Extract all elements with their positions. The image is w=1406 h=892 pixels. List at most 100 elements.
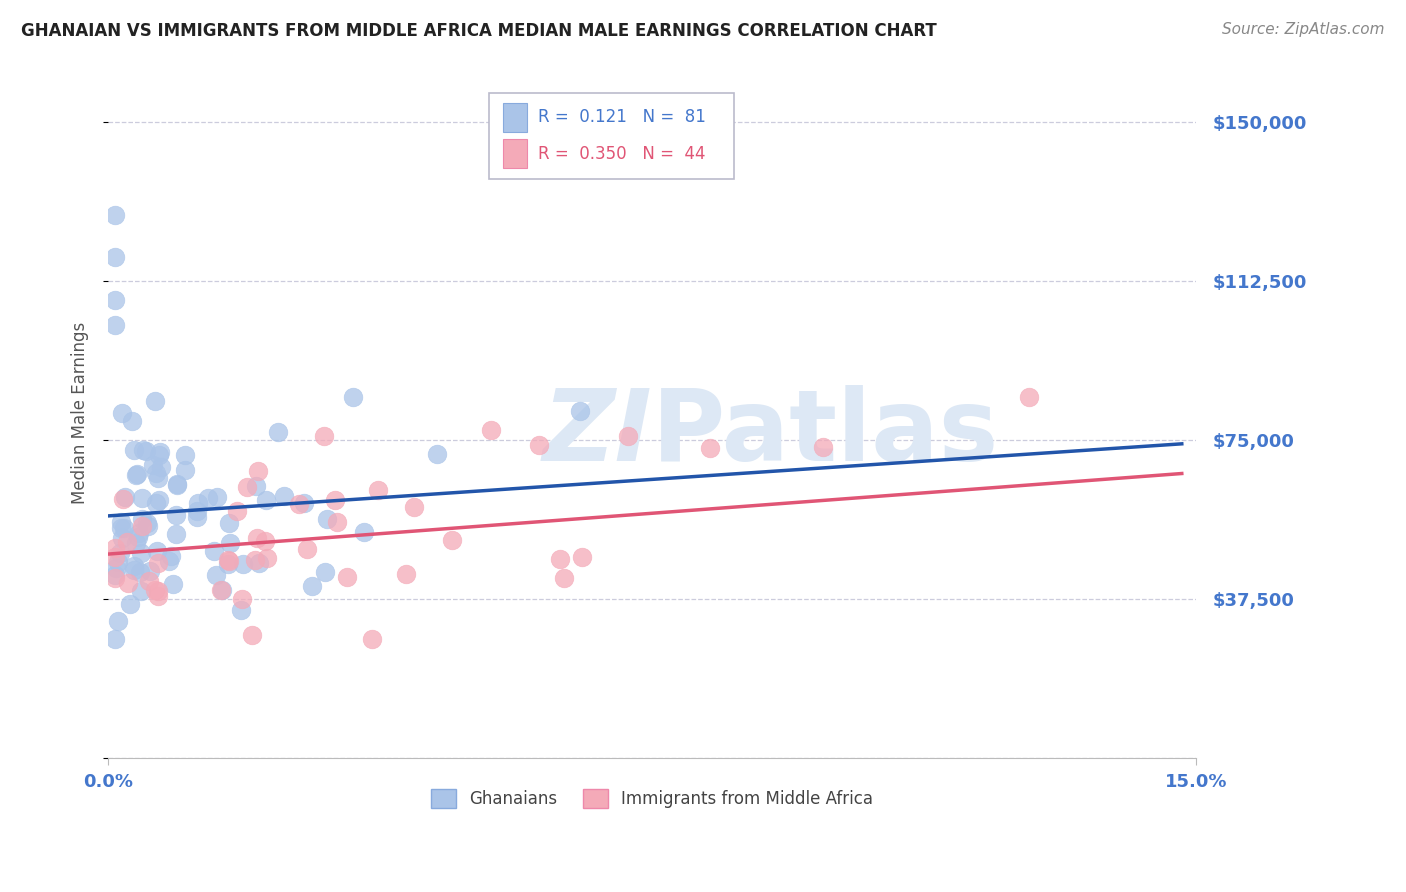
Point — [149, 460, 172, 475]
Point — [166, 478, 188, 492]
Point — [211, 582, 233, 597]
Point — [312, 428, 335, 442]
Point — [145, 496, 167, 510]
Point — [273, 489, 295, 503]
Point — [186, 509, 208, 524]
FancyBboxPatch shape — [489, 93, 734, 178]
Point — [160, 549, 183, 564]
Point — [256, 551, 278, 566]
Point — [254, 492, 277, 507]
Point — [207, 490, 229, 504]
Point — [146, 543, 169, 558]
Point — [404, 500, 426, 514]
Point — [617, 428, 640, 442]
Point — [236, 480, 259, 494]
Point — [104, 293, 127, 307]
Point — [204, 543, 226, 558]
Point — [139, 564, 162, 578]
Point — [336, 570, 359, 584]
Point — [367, 483, 389, 498]
Point — [114, 490, 136, 504]
Point — [231, 592, 253, 607]
Text: Source: ZipAtlas.com: Source: ZipAtlas.com — [1222, 22, 1385, 37]
Point — [529, 438, 551, 452]
Point — [104, 568, 127, 582]
Point — [131, 512, 153, 526]
Point — [266, 425, 288, 439]
Point — [553, 571, 575, 585]
Point — [426, 447, 449, 461]
Point — [122, 563, 145, 577]
Point — [146, 471, 169, 485]
Point — [143, 582, 166, 597]
Point — [145, 466, 167, 480]
Point — [110, 516, 132, 530]
Point — [110, 531, 132, 545]
Point — [110, 521, 132, 535]
Point — [165, 508, 187, 523]
Point — [316, 512, 339, 526]
Point — [568, 404, 591, 418]
Point — [136, 518, 159, 533]
Point — [165, 527, 187, 541]
Point — [314, 565, 336, 579]
Point — [146, 589, 169, 603]
Point — [361, 632, 384, 646]
Point — [117, 576, 139, 591]
Point — [186, 503, 208, 517]
Point — [104, 208, 127, 222]
Point — [247, 556, 270, 570]
Point — [125, 535, 148, 549]
Point — [129, 565, 152, 579]
Point — [148, 448, 170, 462]
Point — [104, 571, 127, 585]
Bar — [503, 139, 527, 169]
Point — [218, 516, 240, 530]
Point — [440, 533, 463, 548]
Point — [232, 558, 254, 572]
Point — [571, 549, 593, 564]
Point — [104, 541, 127, 555]
Point — [295, 541, 318, 556]
Point — [125, 467, 148, 481]
Point — [226, 504, 249, 518]
Point — [166, 476, 188, 491]
Point — [174, 448, 197, 462]
Text: Patlas: Patlas — [652, 385, 1000, 483]
Point — [129, 546, 152, 560]
Point — [111, 406, 134, 420]
Point — [145, 393, 167, 408]
Point — [229, 602, 252, 616]
Point — [243, 553, 266, 567]
Point — [104, 561, 127, 575]
Point — [342, 390, 364, 404]
Point — [125, 468, 148, 483]
Point — [104, 632, 127, 646]
Point — [108, 546, 131, 560]
Point — [112, 491, 135, 506]
Point — [218, 554, 240, 568]
Point — [288, 497, 311, 511]
Point — [115, 535, 138, 549]
Text: R =  0.350   N =  44: R = 0.350 N = 44 — [538, 145, 706, 163]
Point — [107, 614, 129, 628]
Point — [162, 576, 184, 591]
Point — [112, 521, 135, 535]
Point — [141, 458, 163, 473]
Point — [124, 442, 146, 457]
Point — [240, 628, 263, 642]
Point — [121, 414, 143, 428]
Point — [146, 583, 169, 598]
Point — [187, 495, 209, 509]
Point — [118, 597, 141, 611]
Point — [122, 559, 145, 574]
Point — [174, 463, 197, 477]
Text: ZI: ZI — [543, 385, 652, 483]
Point — [159, 554, 181, 568]
Point — [246, 531, 269, 545]
Point — [131, 584, 153, 599]
Point — [209, 582, 232, 597]
Point — [136, 516, 159, 531]
Point — [326, 515, 349, 529]
Point — [811, 440, 834, 454]
